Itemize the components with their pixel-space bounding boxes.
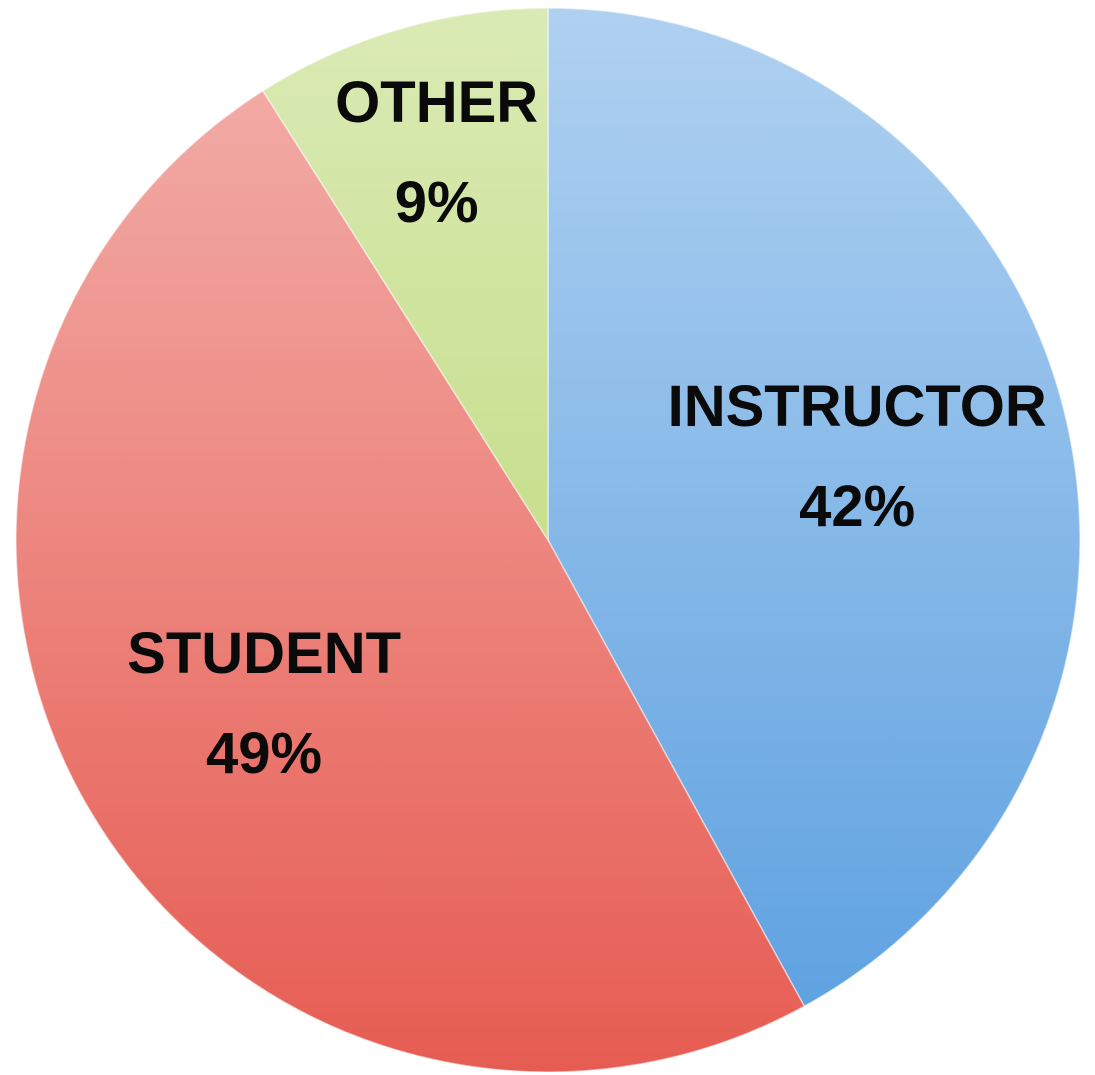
value-label: 9%	[395, 170, 479, 235]
value-label: 42%	[799, 474, 915, 539]
slice-label: STUDENT	[127, 621, 401, 686]
slice-label: INSTRUCTOR	[668, 374, 1047, 439]
value-label: 49%	[206, 721, 322, 786]
slice-shine	[15, 89, 806, 1073]
slice-label: OTHER	[335, 70, 538, 135]
slice-shine	[547, 7, 1081, 1008]
slice-shine	[261, 7, 549, 543]
